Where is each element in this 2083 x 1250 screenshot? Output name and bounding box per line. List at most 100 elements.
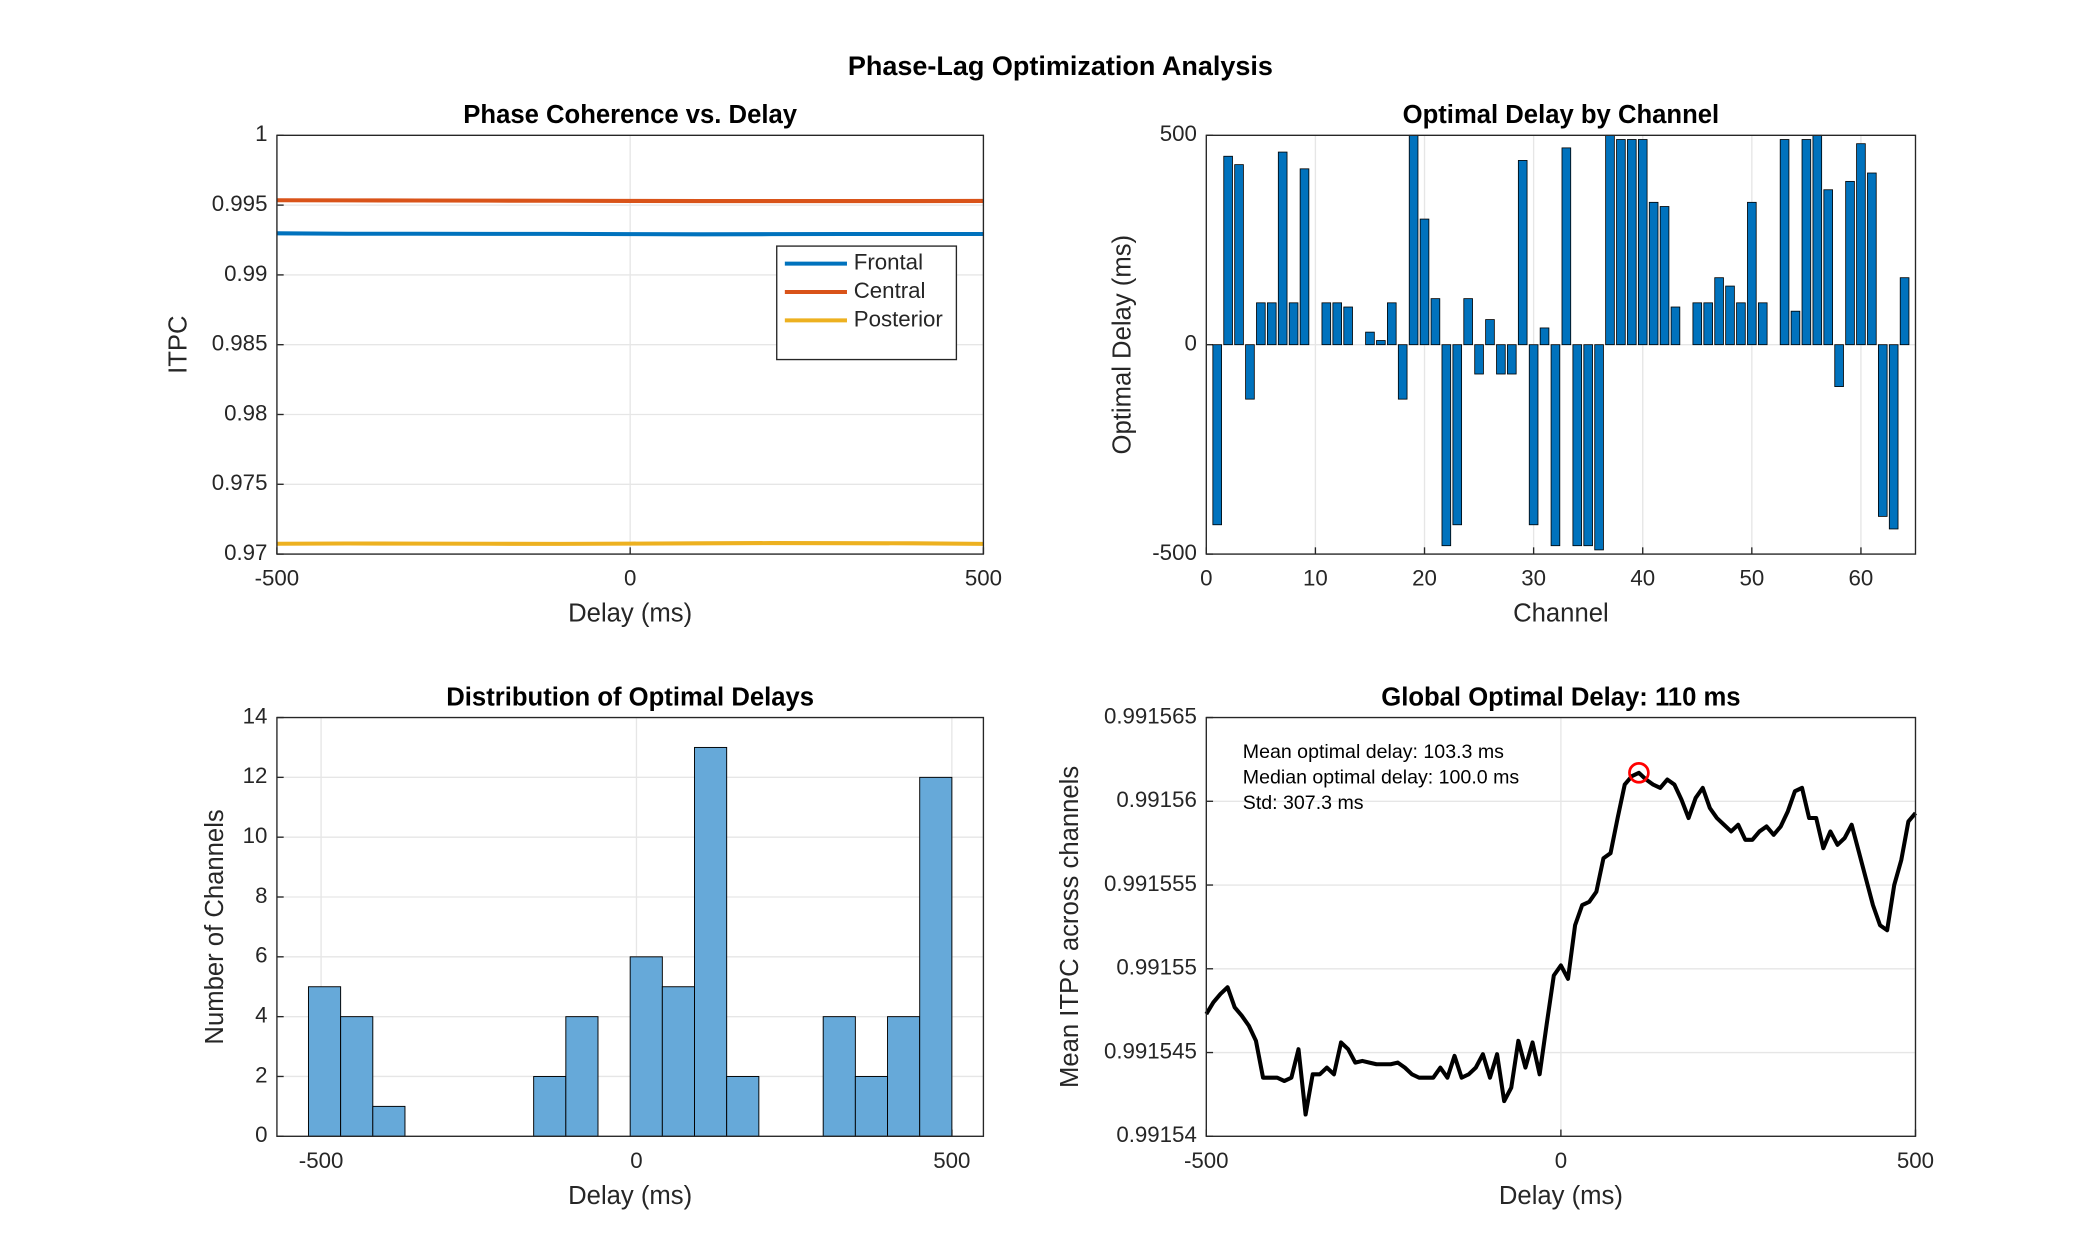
bar [1812, 134, 1823, 346]
bar [1452, 344, 1463, 526]
bar [1299, 168, 1310, 346]
histogram-bar [919, 776, 953, 1137]
y-tick-label: 0.985 [212, 331, 268, 356]
bar [1790, 310, 1801, 346]
bar [1637, 139, 1648, 346]
y-axis-label: ITPC [164, 315, 192, 373]
x-tick-label: 30 [1521, 566, 1546, 591]
bar [1834, 344, 1844, 387]
line-series [1204, 770, 1918, 1117]
bar [1343, 306, 1353, 346]
bar [1288, 302, 1299, 346]
x-tick-label: -500 [299, 1148, 344, 1173]
bar [1365, 331, 1375, 346]
y-tick-label: -500 [1152, 540, 1197, 565]
line-series [276, 231, 984, 237]
x-tick-label: 20 [1412, 566, 1437, 591]
histogram-bar [340, 1016, 374, 1137]
bar [1725, 285, 1735, 346]
y-tick-label: 0.98 [224, 400, 267, 425]
y-tick-label: 0.975 [212, 470, 268, 495]
histogram-bar [629, 956, 663, 1137]
bar [1463, 298, 1473, 346]
y-tick-label: 6 [255, 943, 267, 968]
legend-label: Posterior [854, 306, 944, 331]
bar [1714, 277, 1724, 346]
bar [1507, 344, 1517, 375]
legend-label: Frontal [854, 250, 923, 275]
x-axis-label: Delay (ms) [568, 1182, 692, 1210]
bar [1823, 189, 1833, 346]
bar [1430, 298, 1441, 346]
line-series [276, 541, 984, 546]
bar [1703, 302, 1713, 346]
y-tick-label: 8 [255, 883, 267, 908]
bar [1321, 302, 1332, 346]
axes-box [1205, 134, 1917, 555]
y-tick-label: 500 [1160, 121, 1197, 146]
bar [1474, 344, 1484, 375]
bar [1605, 134, 1615, 346]
bar [1561, 147, 1572, 346]
bar [1332, 302, 1343, 346]
y-tick-label: 0.99154 [1116, 1122, 1197, 1147]
x-tick-label: 500 [933, 1148, 970, 1173]
subplot-title: Optimal Delay by Channel [1403, 101, 1720, 129]
bar [1408, 134, 1419, 346]
histogram-bar [661, 986, 695, 1137]
y-tick-label: 0.99 [224, 261, 267, 286]
annotation: Median optimal delay: 100.0 ms [1243, 766, 1520, 788]
y-tick-label: 0.991555 [1104, 871, 1197, 896]
bar [1594, 344, 1604, 551]
bar [1528, 344, 1539, 526]
subplot: 0.99154 0.991545 0.99155 0.991555 0.99156 0.9… [1056, 683, 1934, 1209]
y-tick-label: 0 [1184, 331, 1196, 356]
y-tick-label: 0 [255, 1122, 267, 1147]
subplot-title: Phase Coherence vs. Delay [463, 101, 797, 129]
histogram-bar [887, 1016, 921, 1137]
y-tick-label: 12 [243, 763, 268, 788]
bar [1376, 340, 1386, 346]
y-tick-label: 2 [255, 1062, 267, 1087]
y-axis-label: Number of Channels [201, 809, 229, 1044]
bar [1397, 344, 1408, 400]
bar [1539, 327, 1550, 346]
bar [1277, 151, 1288, 346]
bar [1256, 302, 1266, 346]
bar [1845, 180, 1855, 346]
histogram-bar [307, 986, 342, 1137]
x-tick-label: 40 [1630, 566, 1655, 591]
y-tick-label: 1 [255, 121, 267, 146]
bar [1572, 344, 1583, 547]
bar [1517, 160, 1528, 346]
bar [1801, 139, 1812, 346]
histogram-bar [565, 1016, 599, 1137]
bar [1266, 302, 1277, 346]
bar [1583, 344, 1593, 547]
histogram-bar [533, 1075, 567, 1137]
x-tick-label: -500 [1184, 1148, 1229, 1173]
axes-box [276, 716, 985, 1137]
x-axis-label: Delay (ms) [1499, 1182, 1623, 1210]
histogram-bar [822, 1016, 856, 1137]
bar [1496, 344, 1506, 375]
x-tick-label: 0 [1200, 566, 1212, 591]
bar [1736, 302, 1746, 346]
bar [1757, 302, 1768, 346]
subplot: 0.97 0.975 0.98 0.985 0.99 0.995 1 -500 0 500 Phas… [164, 101, 1002, 627]
x-tick-label: 0 [630, 1148, 642, 1173]
legend-label: Central [854, 278, 926, 303]
x-tick-label: 500 [965, 566, 1002, 591]
figure-title: Phase-Lag Optimization Analysis [848, 51, 1273, 81]
bar [1245, 344, 1255, 400]
bar [1419, 218, 1430, 346]
annotation: Std: 307.3 ms [1243, 792, 1364, 814]
x-tick-label: 0 [1555, 1148, 1567, 1173]
histogram-bar [694, 746, 728, 1137]
histogram-bar [372, 1105, 406, 1137]
bar [1747, 201, 1757, 346]
line-series [276, 198, 984, 204]
optimum-marker [1628, 762, 1650, 784]
x-tick-label: 500 [1897, 1148, 1934, 1173]
